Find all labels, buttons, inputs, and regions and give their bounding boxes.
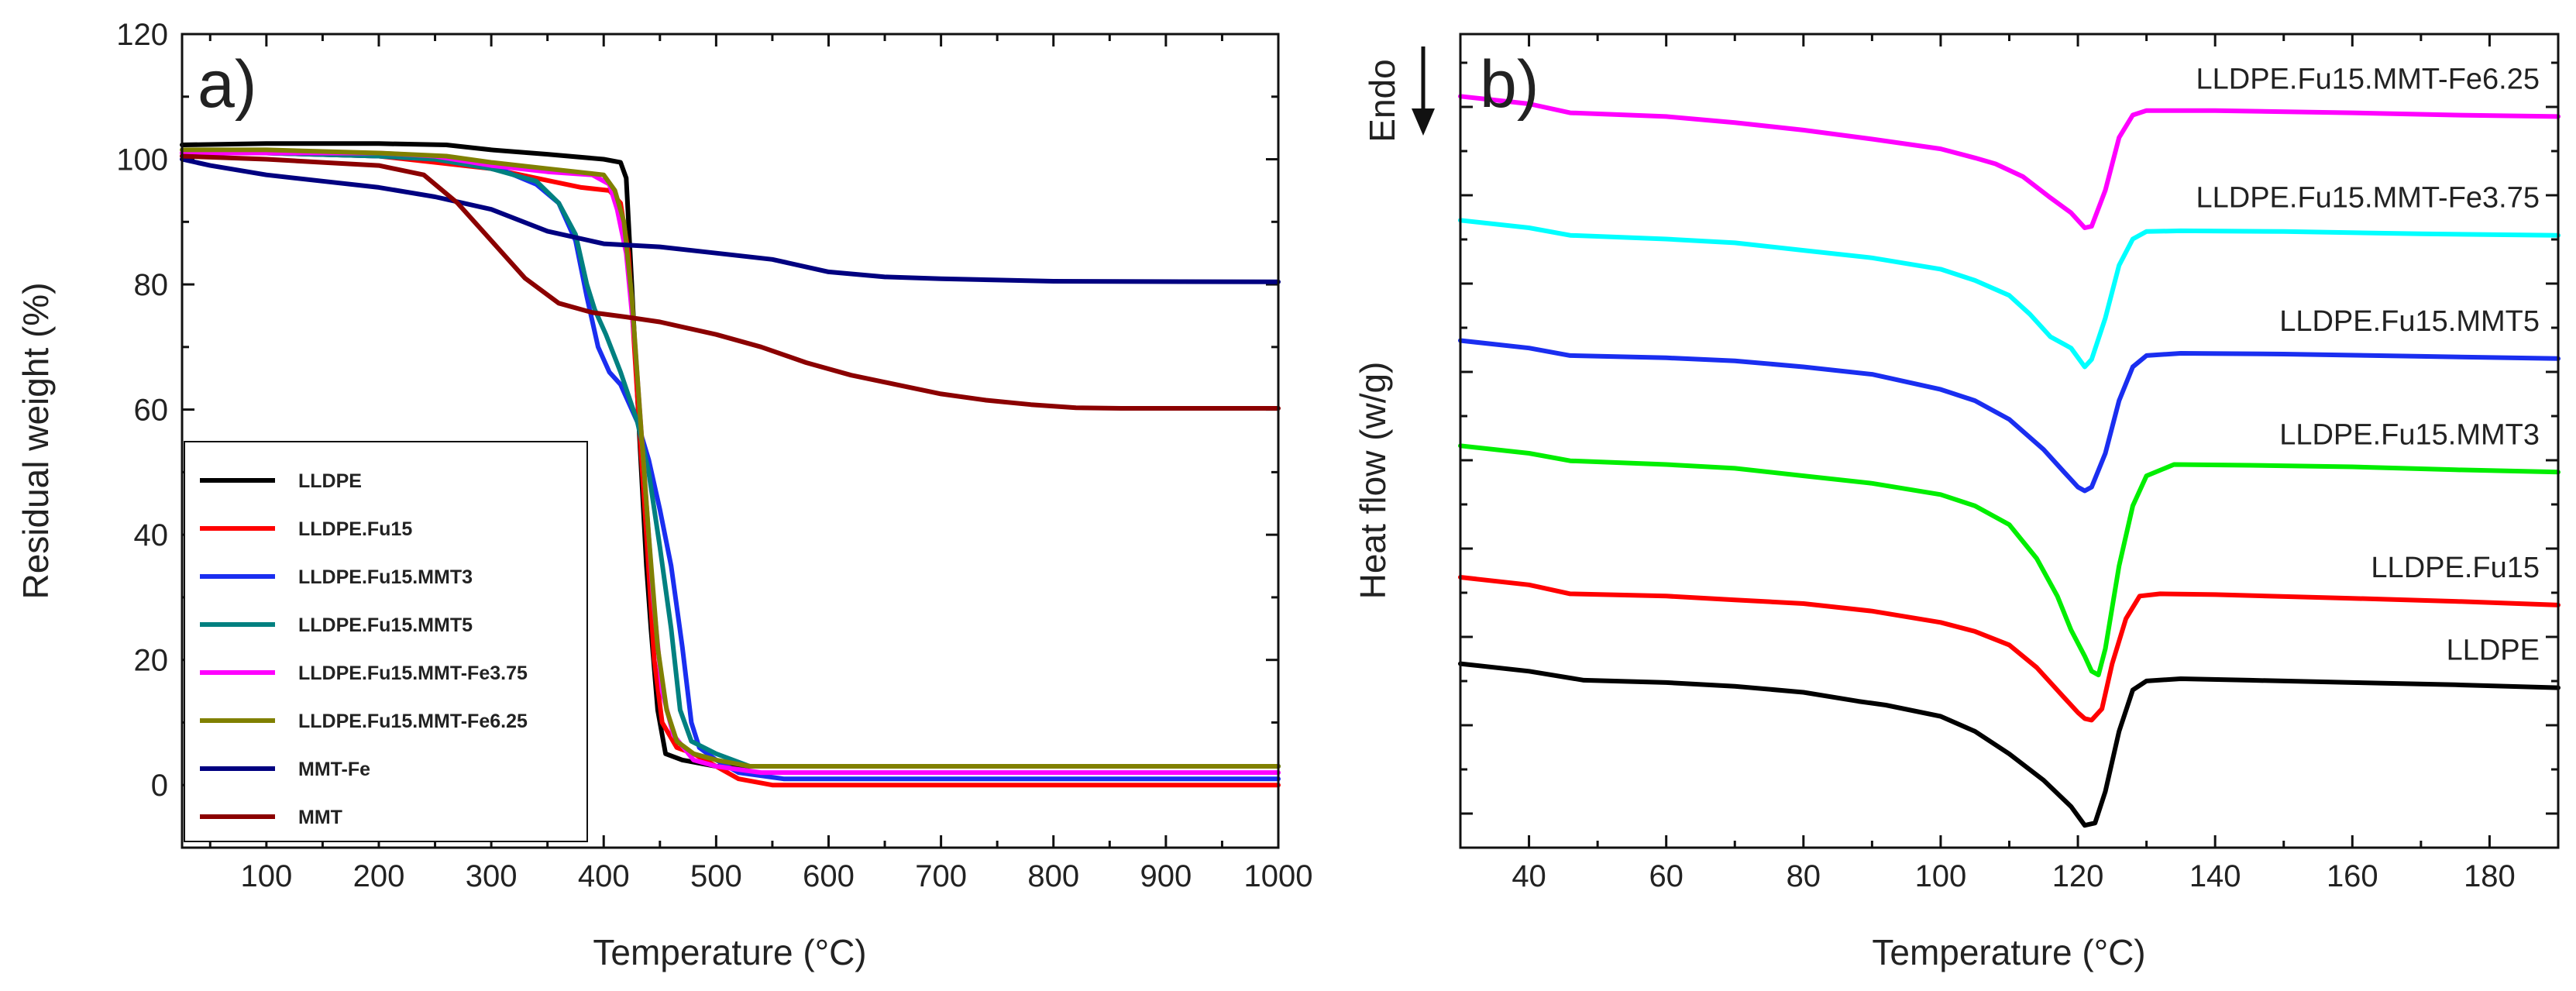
panel-b-axes: 40 60 80 100 120 140 160 180	[1459, 34, 2560, 893]
panel-b-series-lldpe	[1458, 661, 2561, 828]
panel-b-dsc-chart: 40 60 80 100 120 140 160 180 LLDPE.Fu15.MMT-Fe6…	[1353, 33, 2561, 972]
panel-b-x-tick-label: 80	[1787, 859, 1821, 893]
panel-a-x-tick-label: 300	[466, 859, 518, 893]
panel-b-x-tick-label: 60	[1649, 859, 1684, 893]
panel-a-y-tick-label: 20	[134, 644, 169, 678]
panel-a-y-tick-label: 120	[116, 18, 168, 52]
panel-a-legend-entry-lldpe-fu15: LLDPE.Fu15	[298, 518, 412, 540]
panel-b-x-tick-label: 100	[1915, 859, 1967, 893]
panel-b-x-tick-label: 120	[2052, 859, 2104, 893]
panel-a-plot-frame	[181, 33, 1280, 849]
panel-b-series-labels: LLDPE.Fu15.MMT-Fe6.25 LLDPE.Fu15.MMT-Fe3.…	[2196, 63, 2540, 666]
panel-a-legend-entry-lldpe-fu15-mmt-fe3-75: LLDPE.Fu15.MMT-Fe3.75	[298, 662, 528, 684]
panel-b-label: b)	[1480, 47, 1539, 122]
panel-a-y-axis-title: Residual weight (%)	[15, 282, 56, 599]
panel-b-plot-frame	[1459, 33, 2560, 849]
panel-a-x-tick-label: 800	[1027, 859, 1079, 893]
panel-b-label-lldpe-fu15-mmt-fe3-75: LLDPE.Fu15.MMT-Fe3.75	[2196, 182, 2540, 215]
panel-b-x-tick-label: 160	[2327, 859, 2378, 893]
panel-a-legend-entry-mmt-fe: MMT-Fe	[298, 759, 370, 780]
panel-b-label-lldpe: LLDPE	[2447, 635, 2540, 667]
panel-b-series-lldpe-fu15	[1458, 575, 2561, 723]
panel-b-label-lldpe-fu15: LLDPE.Fu15	[2371, 552, 2540, 584]
panel-a-legend-entry-lldpe-fu15-mmt3: LLDPE.Fu15.MMT3	[298, 566, 473, 588]
panel-b-y-axis-title: Heat flow (w/g)	[1353, 362, 1393, 600]
endo-arrow-icon	[1412, 46, 1435, 136]
panel-a-series-lldpe	[180, 141, 1281, 769]
panel-a-y-tick-label: 60	[134, 394, 169, 428]
panel-b-label-lldpe-fu15-mmt-fe6-25: LLDPE.Fu15.MMT-Fe6.25	[2196, 63, 2540, 95]
panel-a-x-tick-label: 1000	[1244, 859, 1313, 893]
panel-a-x-tick-label: 400	[578, 859, 630, 893]
panel-a-series-lldpe-fu15-mmt-fe6-25	[180, 147, 1281, 769]
panel-a-x-tick-label: 500	[690, 859, 742, 893]
panel-a-label: a)	[198, 47, 256, 122]
panel-a-x-axis-title: Temperature (°C)	[593, 932, 866, 972]
panel-b-series-lldpe-fu15-mmt-fe6-25	[1458, 94, 2561, 230]
panel-b-label-lldpe-fu15-mmt5: LLDPE.Fu15.MMT5	[2279, 305, 2540, 338]
panel-a-x-tick-label: 100	[240, 859, 292, 893]
panel-b-x-axis-title: Temperature (°C)	[1872, 932, 2145, 972]
panel-a-x-tick-label: 200	[353, 859, 405, 893]
panel-a-x-tick-label: 700	[915, 859, 967, 893]
panel-a-legend-entry-lldpe-fu15-mmt-fe6-25: LLDPE.Fu15.MMT-Fe6.25	[298, 711, 528, 732]
panel-a-series-lldpe-fu15-mmt5	[180, 150, 1281, 769]
panel-a-y-tick-label: 40	[134, 518, 169, 552]
panel-a-series-mmt-fe	[180, 157, 1281, 284]
panel-b-x-tick-label: 140	[2189, 859, 2241, 893]
panel-a-y-tick-label: 80	[134, 268, 169, 302]
panel-a-x-tick-label: 600	[803, 859, 855, 893]
panel-a-curves	[180, 141, 1281, 788]
panel-a-x-tick-label: 900	[1140, 859, 1192, 893]
panel-a-legend-entry-lldpe-fu15-mmt5: LLDPE.Fu15.MMT5	[298, 614, 473, 636]
panel-b-series-lldpe-fu15-mmt3	[1458, 443, 2561, 678]
endo-label: Endo	[1362, 59, 1402, 142]
panel-a-legend: LLDPE LLDPE.Fu15 LLDPE.Fu15.MMT3 LLDPE.Fu15…	[184, 441, 588, 842]
panel-a-y-tick-label: 0	[151, 769, 168, 803]
panel-a-legend-entry-lldpe: LLDPE	[298, 470, 362, 492]
panel-b-x-tick-label: 40	[1512, 859, 1546, 893]
panel-b-x-tick-label: 180	[2464, 859, 2516, 893]
panel-b-series-lldpe-fu15-mmt5	[1458, 338, 2561, 494]
panel-a-legend-box	[184, 441, 588, 842]
panel-a-y-tick-label: 100	[116, 143, 168, 177]
panel-a-tga-chart: 100 200 300 400 500 600 700 800 900 1000 0 20 40 60 80…	[15, 18, 1312, 972]
panel-a-series-mmt	[180, 153, 1281, 411]
panel-a-legend-entry-mmt: MMT	[298, 807, 342, 828]
panel-b-label-lldpe-fu15-mmt3: LLDPE.Fu15.MMT3	[2279, 418, 2540, 451]
panel-b-series-lldpe-fu15-mmt-fe3-75	[1458, 218, 2561, 370]
panel-b-curves	[1458, 94, 2561, 828]
panel-a-axes: 100 200 300 400 500 600 700 800 900 1000 0 20 40 60 80…	[116, 18, 1312, 893]
